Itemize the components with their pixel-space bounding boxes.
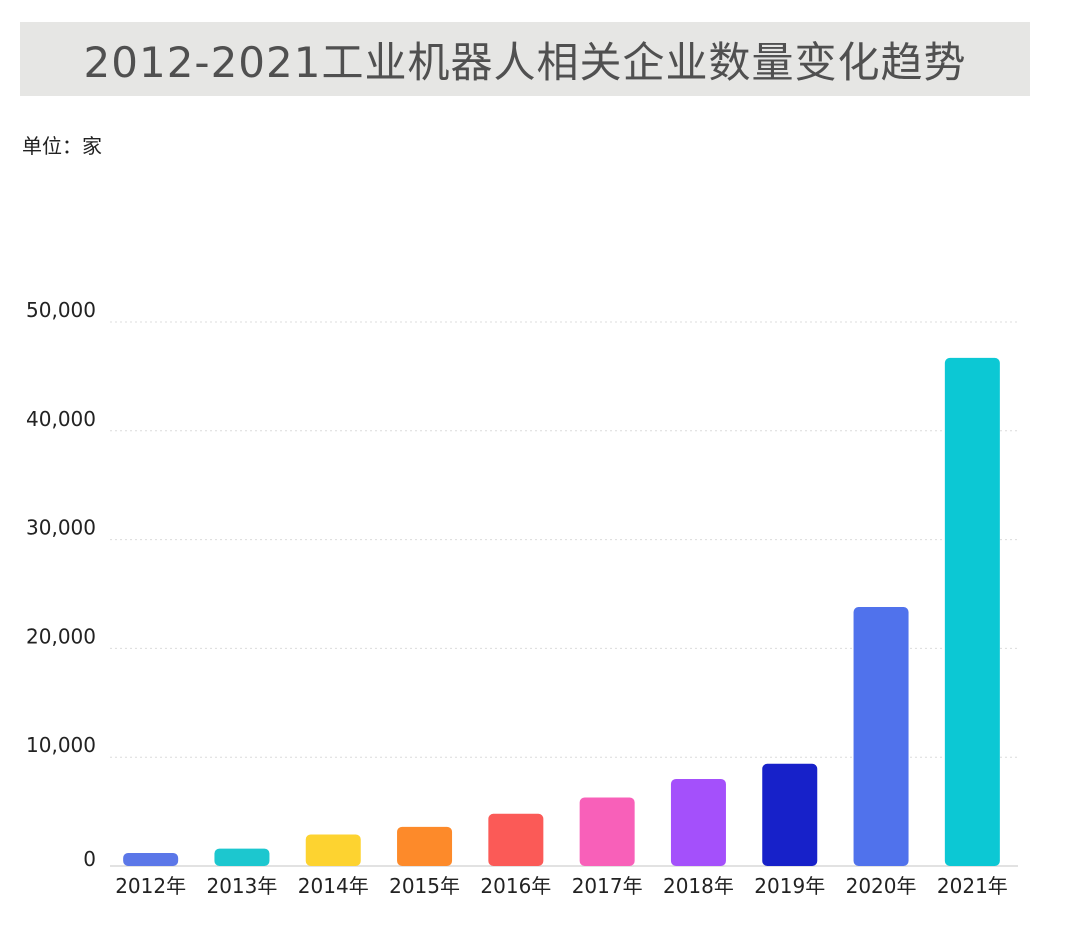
bar [214,848,270,866]
bar [853,607,909,866]
x-axis: 2012年 2013年 2014年 2015年 2016年 2017年 2018年 2019年… [115,874,1008,898]
bar [670,778,726,866]
x-tick-label: 2012年 [115,874,186,898]
x-tick-label: 2021年 [937,874,1008,898]
x-tick-label: 2013年 [206,874,277,898]
y-tick-label: 50,000 [26,298,96,322]
y-tick-label: 0 [83,847,96,871]
x-tick-label: 2017年 [572,874,643,898]
bar [488,813,544,866]
y-tick-label: 40,000 [26,407,96,431]
y-tick-label: 10,000 [26,733,96,757]
bar [305,834,361,866]
chart-title: 2012-2021工业机器人相关企业数量变化趋势 [83,37,967,87]
unit-label: 单位：家 [22,134,102,158]
bar [123,852,179,866]
bar [762,763,818,866]
bar [579,797,635,866]
y-tick-label: 30,000 [26,516,96,540]
y-tick-label: 20,000 [26,624,96,648]
x-tick-label: 2018年 [663,874,734,898]
title-bar: 2012-2021工业机器人相关企业数量变化趋势 [20,22,1030,96]
bar [397,826,453,866]
x-tick-label: 2020年 [846,874,917,898]
x-tick-label: 2014年 [298,874,369,898]
x-tick-label: 2015年 [389,874,460,898]
bar [944,357,1000,866]
bars [123,357,1000,866]
y-axis: 0 10,000 20,000 30,000 40,000 50,000 [26,298,96,871]
x-tick-label: 2019年 [754,874,825,898]
x-tick-label: 2016年 [480,874,551,898]
